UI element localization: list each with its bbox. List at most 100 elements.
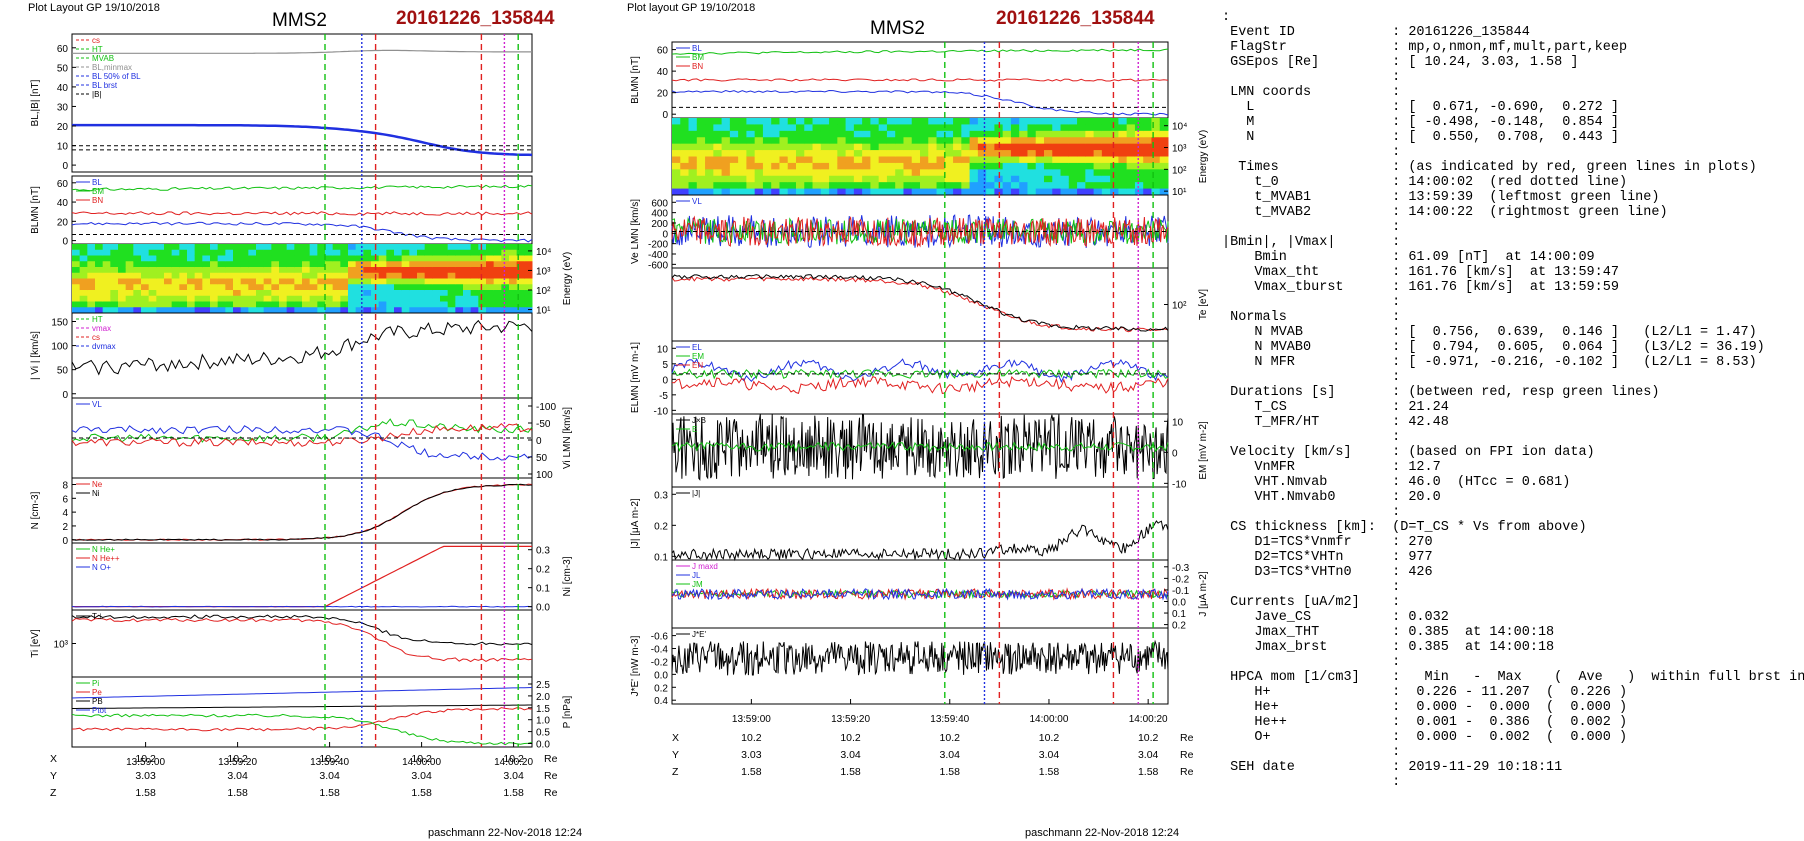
spectrogram-cell xyxy=(895,137,904,145)
spectrogram-cell xyxy=(125,278,134,285)
spectrogram-cell xyxy=(148,261,157,268)
spectrogram-cell xyxy=(394,249,403,256)
spectrogram-cell xyxy=(110,284,119,291)
spectrogram-cell xyxy=(1101,156,1111,164)
spectrogram-cell xyxy=(240,272,249,279)
spectrogram-cell xyxy=(1002,169,1012,177)
spectrogram-cell xyxy=(133,272,142,279)
spectrogram-cell xyxy=(1044,188,1053,196)
spectrogram-cell xyxy=(401,307,410,314)
spectrogram-cell xyxy=(524,244,533,251)
spectrogram-cell xyxy=(509,261,518,268)
spectrogram-cell xyxy=(394,272,403,279)
spectrogram-cell xyxy=(920,137,929,145)
spectrogram-cell xyxy=(225,307,234,314)
spectrogram-cell xyxy=(920,150,929,157)
spectrogram-cell xyxy=(1085,137,1095,145)
spectrogram-cell xyxy=(796,124,805,132)
spectrogram-cell xyxy=(501,272,510,279)
spectrogram-cell xyxy=(1052,118,1062,125)
spectrogram-cell xyxy=(672,137,681,145)
spectrogram-cell xyxy=(355,290,364,297)
spectrogram-cell xyxy=(463,261,472,268)
spectrogram-cell xyxy=(738,150,747,157)
spectrogram-cell xyxy=(447,301,456,308)
spectrogram-cell xyxy=(754,143,764,151)
series-line xyxy=(71,614,533,646)
spectrogram-cell xyxy=(432,295,441,302)
spectrogram-cell xyxy=(779,143,789,151)
spectrogram-cell xyxy=(1101,150,1111,157)
spectrogram-cell xyxy=(378,284,387,291)
spectrogram-cell xyxy=(886,188,896,196)
spectrogram-cell xyxy=(164,255,173,262)
spectrogram-cell xyxy=(286,244,295,251)
spectrogram-cell xyxy=(432,249,441,256)
spectrogram-cell xyxy=(225,244,234,251)
spectrogram-cell xyxy=(202,261,211,268)
y-tick-label: 150 xyxy=(51,318,68,329)
spectrogram-cell xyxy=(202,244,211,251)
spectrogram-cell xyxy=(1077,169,1086,177)
spectrogram-cell xyxy=(187,295,196,302)
spectrogram-cell xyxy=(325,290,334,297)
spectrogram-cell xyxy=(1159,137,1169,145)
spectrogram-cell xyxy=(294,307,303,314)
coord-unit: Re xyxy=(1180,749,1194,761)
spectrogram-cell xyxy=(845,137,855,145)
spectrogram-cell xyxy=(738,130,747,138)
y-tick-label: 2 xyxy=(62,522,68,533)
x-tick-label: 14:00:00 xyxy=(402,757,441,768)
spectrogram-cell xyxy=(102,272,111,279)
spectrogram-cell xyxy=(386,272,395,279)
spectrogram-cell xyxy=(713,162,723,170)
spectrogram-cell xyxy=(754,130,764,138)
spectrogram-cell xyxy=(202,278,211,285)
spectrogram-cell xyxy=(845,175,855,183)
spectrogram-cell xyxy=(133,284,142,291)
info-line: : xyxy=(1392,775,1401,790)
coord-value: 10.2 xyxy=(411,753,432,765)
spectrogram-cell xyxy=(187,307,196,314)
spectrogram-cell xyxy=(886,182,896,190)
info-line: : xyxy=(1392,220,1401,235)
spectrogram-cell xyxy=(378,272,387,279)
spectrogram-cell xyxy=(754,188,764,196)
spectrogram-cell xyxy=(332,307,341,314)
spectrogram-cell xyxy=(762,118,772,125)
legend-entry: HT xyxy=(92,315,103,324)
y-tick-label: 4 xyxy=(62,508,68,519)
spectrogram-cell xyxy=(1143,169,1152,177)
spectrogram-cell xyxy=(1044,175,1053,183)
spectrogram-cell xyxy=(680,188,690,196)
panel-4: 10² Te [eV] xyxy=(671,267,1209,342)
spectrogram-cell xyxy=(928,175,938,183)
spectrogram-cell xyxy=(1093,169,1103,177)
spectrogram-cell xyxy=(961,162,971,170)
spectrogram-cell xyxy=(969,182,979,190)
spectrogram-cell xyxy=(501,244,510,251)
spectrogram-cell xyxy=(325,267,334,274)
spectrogram-cell xyxy=(713,188,723,196)
spectrogram-cell xyxy=(217,255,226,262)
spectrogram-cell xyxy=(1134,162,1144,170)
spectrogram-cell xyxy=(210,249,219,256)
series-line xyxy=(671,375,1169,395)
spectrogram-cell xyxy=(1118,137,1128,145)
spectrogram-cell xyxy=(133,261,142,268)
spectrogram-cell xyxy=(478,290,487,297)
panel-8: 0.20.10.0-0.1-0.2-0.3J [μA m-2]J maxdJLJ… xyxy=(671,559,1209,632)
spectrogram-cell xyxy=(87,267,96,274)
spectrogram-cell xyxy=(478,255,487,262)
spectrogram-cell xyxy=(829,124,838,132)
spectrogram-cell xyxy=(762,182,772,190)
series-line xyxy=(71,605,533,608)
legend-entry: N He++ xyxy=(92,554,120,563)
spectrogram-cell xyxy=(509,272,518,279)
spectrogram-cell xyxy=(812,169,822,177)
spectrogram-cell xyxy=(1019,182,1028,190)
spectrogram-cell xyxy=(171,267,180,274)
spectrogram-cell xyxy=(386,290,395,297)
spectrogram-cell xyxy=(1077,188,1086,196)
